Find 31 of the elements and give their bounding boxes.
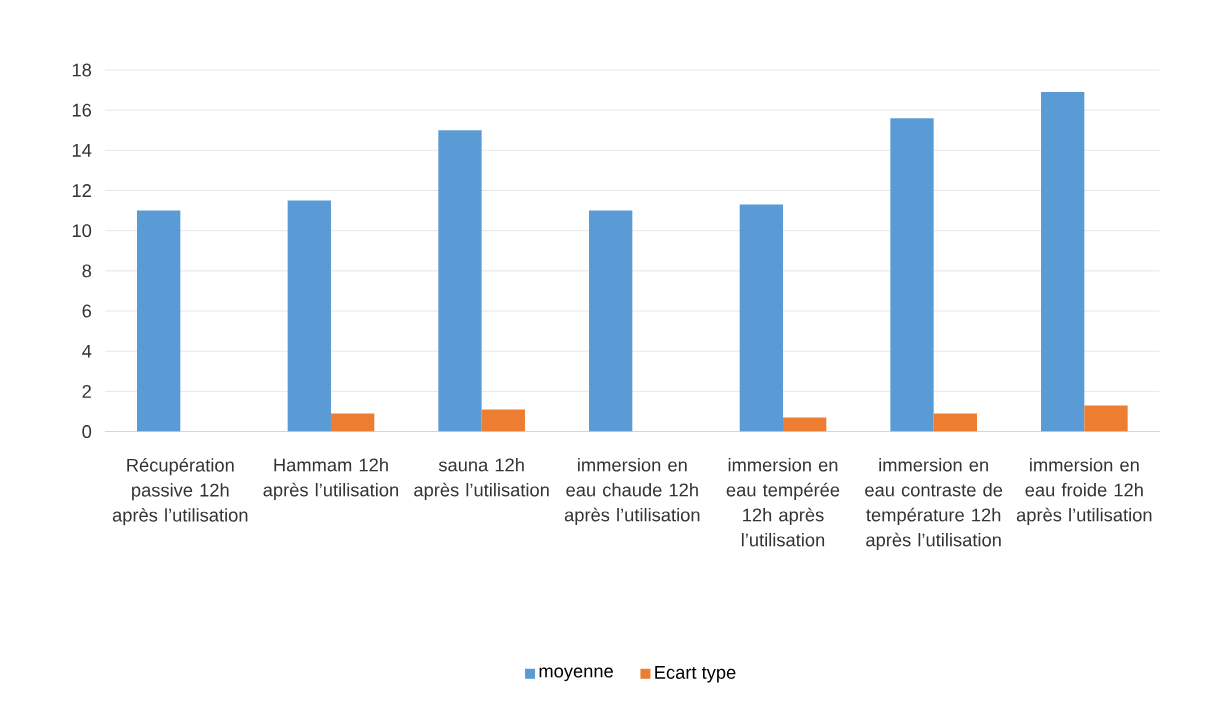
bar xyxy=(481,409,525,432)
legend-label: moyenne xyxy=(539,667,613,682)
bar xyxy=(933,413,977,432)
bar xyxy=(438,130,482,432)
y-tick-label: 18 xyxy=(72,63,92,77)
x-tick-label: Récupération passive 12h après l’utilisation xyxy=(112,457,248,526)
y-tick-label: 2 xyxy=(82,384,91,398)
y-tick-label: 8 xyxy=(82,264,92,278)
x-tick-label: immersion en eau chaude 12h après l’utilisation xyxy=(564,457,700,525)
bar xyxy=(890,118,934,432)
y-tick-label: 16 xyxy=(72,103,92,117)
y-tick-label: 0 xyxy=(82,425,92,438)
y-tick-label: 4 xyxy=(82,344,92,358)
legend-label: Ecart type xyxy=(655,666,736,683)
bar xyxy=(1041,92,1085,432)
bar xyxy=(739,204,783,432)
y-tick-label: 6 xyxy=(82,304,92,318)
y-tick-label: 10 xyxy=(72,224,92,238)
bar xyxy=(1084,405,1128,432)
bar xyxy=(136,210,181,432)
x-tick-label: Hammam 12h après l’utilisation xyxy=(263,457,398,500)
bar xyxy=(783,417,827,432)
y-tick-label: 14 xyxy=(72,143,92,157)
x-tick-label: sauna 12h après l’utilisation xyxy=(414,457,549,500)
y-tick-label: 12 xyxy=(72,184,91,197)
bar xyxy=(287,200,331,432)
bar xyxy=(589,210,633,432)
x-tick-label: immersion en eau contraste de température 12h après l’utilisation xyxy=(865,457,1003,550)
x-tick-label: immersion en eau froide 12h après l’utilisation xyxy=(1016,457,1152,525)
bar xyxy=(330,413,375,432)
x-tick-label: immersion en eau tempérée 12h après l’utilisation xyxy=(726,457,840,547)
